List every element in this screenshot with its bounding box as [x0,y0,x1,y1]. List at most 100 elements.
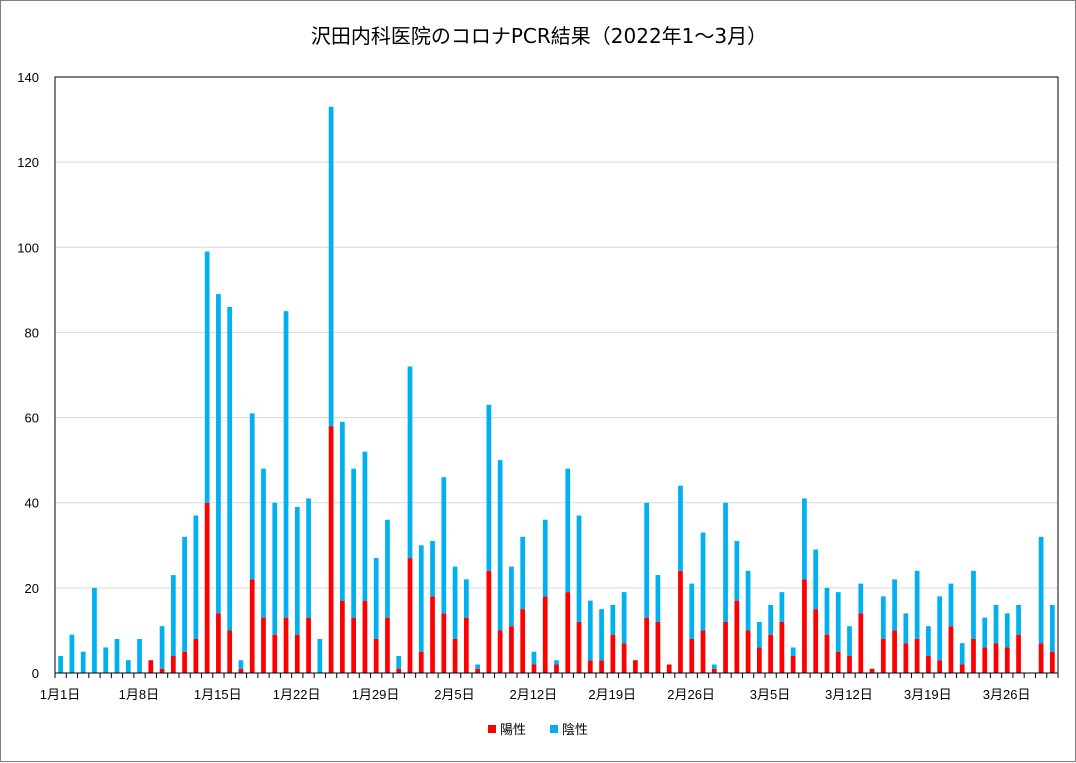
bar-negative [509,566,514,627]
y-tick-label: 0 [32,666,39,681]
bar-positive [734,600,740,673]
bar-positive [926,655,931,673]
y-tick-label: 140 [17,70,39,85]
bar-positive [1038,643,1044,673]
bar-negative [497,460,503,631]
bar-positive [430,596,435,673]
bar-negative [159,626,165,669]
bar-negative [903,613,909,644]
bars [58,106,1055,673]
bar-positive [328,426,334,673]
bar-positive [294,634,300,673]
bar-negative [103,647,109,673]
x-tick-label: 1月15日 [194,687,242,702]
legend-label-negative: 陰性 [562,723,588,738]
bar-positive [148,660,154,673]
bar-positive [542,596,548,673]
bar-positive [644,617,650,673]
bar-positive [576,621,582,673]
bar-negative [418,545,424,652]
bar-negative [711,664,717,669]
bar-negative [948,583,954,627]
x-tick-label: 2月12日 [509,687,557,702]
bar-positive [497,630,503,673]
bar-negative [463,579,469,618]
bar-negative [644,502,650,618]
bar-positive [655,621,661,673]
bar-positive [340,600,345,673]
x-tick-label: 1月22日 [273,687,321,702]
bar-negative [1016,604,1021,635]
bar-positive [396,668,402,673]
bar-positive [768,634,773,673]
bar-positive [531,664,537,673]
bar-negative [1038,536,1044,644]
bar-negative [599,609,604,661]
bar-negative [441,477,447,614]
bar-positive [261,617,266,673]
bar-negative [193,515,199,639]
bar-negative [813,549,819,610]
bar-negative [689,583,695,639]
bar-positive [159,668,165,673]
bar-positive [880,638,886,673]
bar-positive [193,638,199,673]
bar-positive [723,621,728,673]
bar-negative [317,638,323,673]
bar-negative [971,570,976,639]
bar-negative [69,634,75,673]
bar-positive [689,638,695,673]
bar-negative [959,643,965,665]
bar-negative [351,468,357,618]
bar-negative [294,506,300,635]
y-tick-label: 120 [17,155,39,170]
bar-negative [328,106,334,427]
bar-negative [1004,613,1010,648]
y-tick-label: 100 [17,240,39,255]
bar-negative [452,566,458,639]
bar-positive [678,570,683,673]
bar-positive [903,643,909,673]
bar-negative [216,294,221,614]
bar-positive [283,617,289,673]
bar-positive [463,617,469,673]
x-tick-label: 1月8日 [119,687,159,702]
bar-negative [982,617,988,648]
bar-negative [914,570,920,639]
bar-negative [531,651,537,665]
x-tick-label: 3月5日 [750,687,790,702]
bar-negative [1049,604,1055,652]
bar-positive [813,609,819,673]
bar-negative [678,485,683,571]
bar-positive [373,638,379,673]
bar-negative [756,621,762,648]
bar-negative [520,536,526,610]
bar-positive [418,651,424,673]
y-axis-ticks: 0 20 40 60 80 100 120 140 [17,70,39,681]
bar-negative [114,638,120,673]
bar-positive [937,660,943,673]
x-tick-label: 1月29日 [352,687,400,702]
bar-negative [204,251,210,503]
bar-positive [993,643,999,673]
bar-negative [926,626,931,656]
bar-negative [396,655,402,669]
bar-positive [959,664,965,673]
y-tick-label: 80 [25,325,39,340]
bar-positive [216,613,221,673]
bar-positive [824,634,830,673]
bar-positive [666,664,672,673]
bar-positive [238,668,244,673]
bar-positive [509,626,514,673]
bar-positive [971,638,976,673]
bar-negative [486,404,492,571]
bar-negative [768,604,773,635]
legend-label-positive: 陽性 [500,723,526,738]
bar-positive [520,609,526,673]
bar-negative [249,413,255,580]
bar-negative [385,519,390,618]
bar-negative [283,311,289,618]
bar-negative [790,647,796,656]
bar-positive [711,668,717,673]
bar-positive [486,570,492,673]
